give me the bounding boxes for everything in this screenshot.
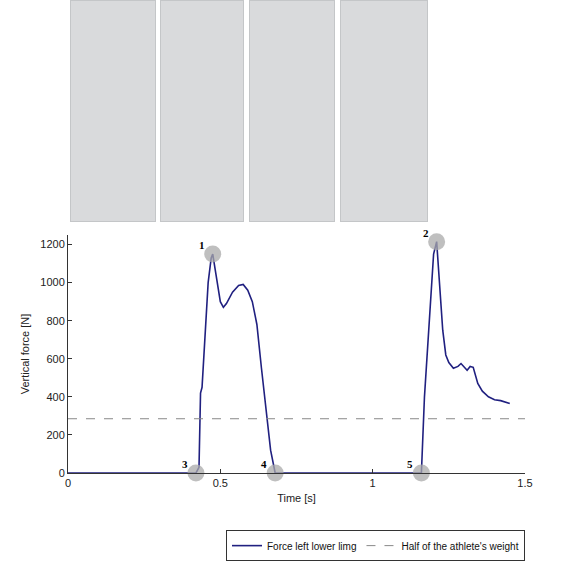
svg-text:0: 0 [65,477,71,489]
svg-text:1000: 1000 [40,276,64,288]
svg-text:0.5: 0.5 [213,477,228,489]
svg-text:800: 800 [46,315,64,327]
svg-text:Half of the athlete's weight: Half of the athlete's weight [401,541,518,552]
svg-text:4: 4 [261,458,267,470]
svg-text:600: 600 [46,353,64,365]
svg-text:2: 2 [423,227,429,239]
svg-text:0: 0 [59,467,65,479]
svg-text:1: 1 [199,239,205,251]
svg-text:Force left lower limg: Force left lower limg [267,541,356,552]
svg-text:1.5: 1.5 [517,477,532,489]
svg-text:1: 1 [370,477,376,489]
svg-text:Time [s]: Time [s] [277,492,316,504]
svg-text:400: 400 [46,391,64,403]
svg-text:Vertical force [N]: Vertical force [N] [19,314,31,395]
svg-text:3: 3 [182,458,188,470]
svg-text:5: 5 [407,458,413,470]
svg-text:200: 200 [46,429,64,441]
svg-text:1200: 1200 [40,238,64,250]
